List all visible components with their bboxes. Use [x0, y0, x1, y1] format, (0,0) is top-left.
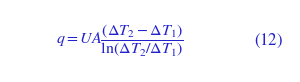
Text: $(12)$: $(12)$: [254, 32, 283, 50]
Text: $q = UA\dfrac{(\mathit{\Delta} T_2 - \mathit{\Delta} T_1)}{\mathrm{ln}(\mathit{\: $q = UA\dfrac{(\mathit{\Delta} T_2 - \ma…: [56, 23, 184, 59]
